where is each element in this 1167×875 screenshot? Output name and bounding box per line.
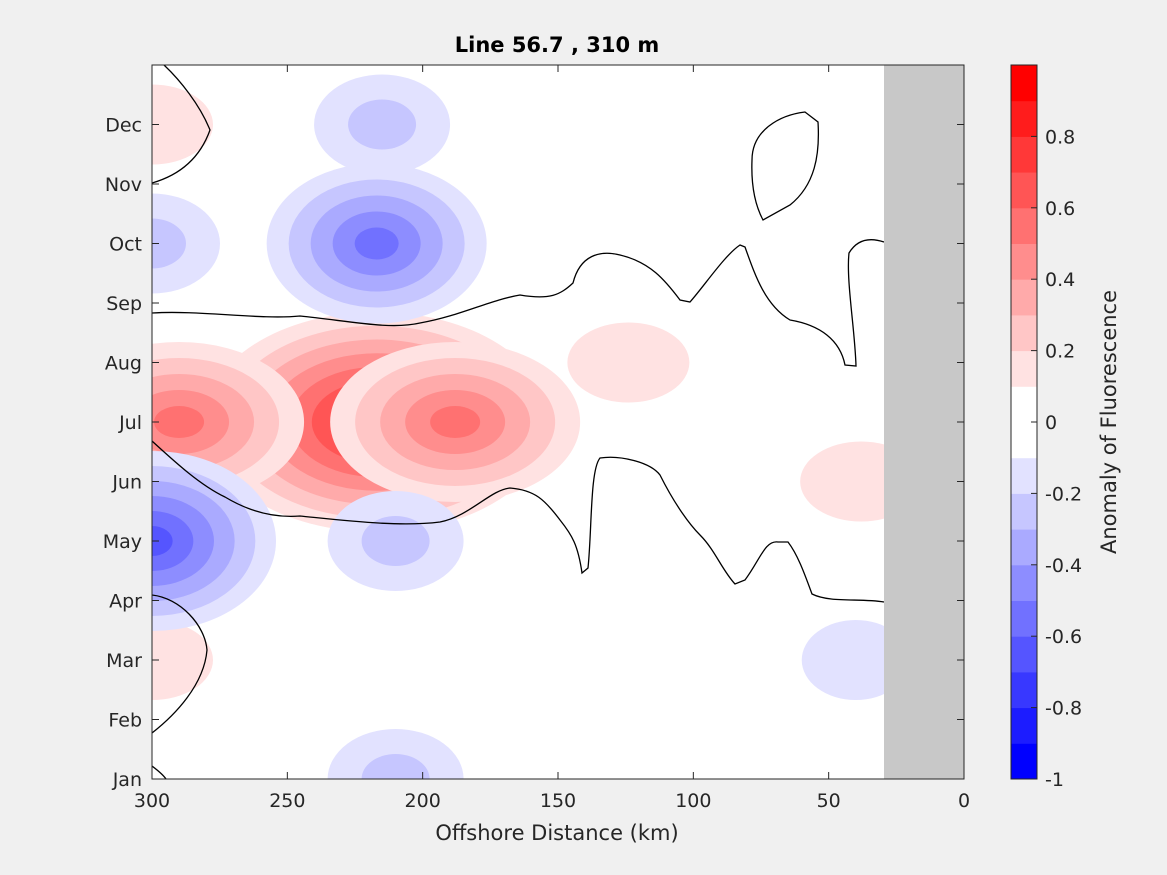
colorbar-tick-label: 0.2 xyxy=(1045,341,1075,363)
no-data-region xyxy=(884,65,964,779)
colorbar-swatch xyxy=(1011,207,1037,244)
contour-dec-corner xyxy=(152,65,211,184)
contour-mar-corner xyxy=(152,594,208,734)
colorbar-tick-label: 0.6 xyxy=(1045,198,1075,220)
y-tick-label: Mar xyxy=(106,650,142,672)
colorbar-swatch xyxy=(1011,136,1037,173)
colorbar-tick-label: -0.2 xyxy=(1045,483,1082,505)
colorbar-swatch xyxy=(1011,350,1037,387)
y-axis: Jan Feb Mar Apr May Jun Jul Aug Sep Oct Nov Dec xyxy=(103,115,964,791)
x-tick-label: 100 xyxy=(675,790,711,812)
colorbar-tick-label: -0.6 xyxy=(1045,626,1082,648)
zero-contour-upper xyxy=(152,239,885,367)
colorbar-tick-label: -0.8 xyxy=(1045,698,1082,720)
y-tick-label: Nov xyxy=(105,174,142,196)
negative-anomaly-contour xyxy=(152,526,173,556)
colorbar-swatch xyxy=(1011,671,1037,709)
colorbar: -1 -0.8 -0.6 -0.4 -0.2 0 0.2 0.4 0.6 0.8 xyxy=(1010,64,1082,791)
x-tick-label: 250 xyxy=(269,790,305,812)
x-axis: 300 250 200 150 100 50 0 xyxy=(134,65,970,812)
colorbar-swatch xyxy=(1011,279,1037,316)
zero-contour-lower xyxy=(152,440,885,603)
colorbar-swatch xyxy=(1011,386,1037,423)
colorbar-tick-label: -0.4 xyxy=(1045,555,1082,577)
colorbar-swatch xyxy=(1011,636,1037,673)
colorbar-swatch xyxy=(1011,600,1037,637)
negative-anomaly-contour xyxy=(801,620,910,700)
x-tick-label: 150 xyxy=(540,790,576,812)
x-tick-label: 0 xyxy=(958,790,970,812)
y-tick-label: Jul xyxy=(118,412,142,434)
colorbar-tick-label: 0.4 xyxy=(1045,269,1075,291)
colorbar-tick-label: 0 xyxy=(1045,412,1057,434)
negative-anomaly-contour xyxy=(361,516,430,566)
colorbar-swatch xyxy=(1011,707,1037,744)
y-tick-label: Feb xyxy=(108,710,142,732)
colorbar-tick-label: -1 xyxy=(1045,769,1064,791)
y-tick-label: Sep xyxy=(106,293,142,315)
positive-anomaly-contour xyxy=(430,406,481,438)
colorbar-swatch xyxy=(1011,243,1037,280)
y-tick-label: Jun xyxy=(111,472,142,494)
negative-anomaly-contour xyxy=(152,218,186,269)
positive-anomaly-contour xyxy=(154,406,205,438)
colorbar-swatch xyxy=(1011,743,1037,780)
colorbar-swatch xyxy=(1011,172,1037,209)
y-tick-label: May xyxy=(103,531,142,553)
y-tick-label: Dec xyxy=(105,115,142,137)
contour-jan-corner xyxy=(152,765,167,779)
colorbar-swatch xyxy=(1011,457,1037,494)
colorbar-tick-label: 0.8 xyxy=(1045,126,1075,148)
x-tick-label: 200 xyxy=(405,790,441,812)
colorbar-swatch xyxy=(1011,564,1037,601)
contour-nov-loop xyxy=(751,111,820,221)
chart-title: Line 56.7 , 310 m xyxy=(455,33,660,57)
colorbar-swatch xyxy=(1011,314,1037,352)
x-tick-label: 50 xyxy=(817,790,841,812)
positive-anomaly-contour xyxy=(152,84,213,165)
negative-anomaly-contour xyxy=(348,99,417,150)
colorbar-swatch xyxy=(1011,422,1037,459)
colorbar-swatch xyxy=(1011,100,1037,137)
zero-contours xyxy=(152,65,885,779)
y-tick-label: Oct xyxy=(109,234,142,256)
anomaly-field xyxy=(152,74,923,779)
y-tick-label: Apr xyxy=(109,591,142,613)
positive-anomaly-contour xyxy=(567,322,690,403)
negative-anomaly-contour xyxy=(361,754,430,779)
colorbar-swatch xyxy=(1011,493,1037,530)
colorbar-swatch xyxy=(1011,529,1037,566)
y-tick-label: Jan xyxy=(112,769,142,791)
y-tick-label: Aug xyxy=(105,353,142,375)
colorbar-swatch xyxy=(1011,65,1037,102)
x-tick-label: 300 xyxy=(134,790,170,812)
colorbar-label: Anomaly of Fluorescence xyxy=(1097,290,1121,554)
x-axis-title: Offshore Distance (km) xyxy=(435,821,678,845)
negative-anomaly-contour xyxy=(354,227,399,260)
